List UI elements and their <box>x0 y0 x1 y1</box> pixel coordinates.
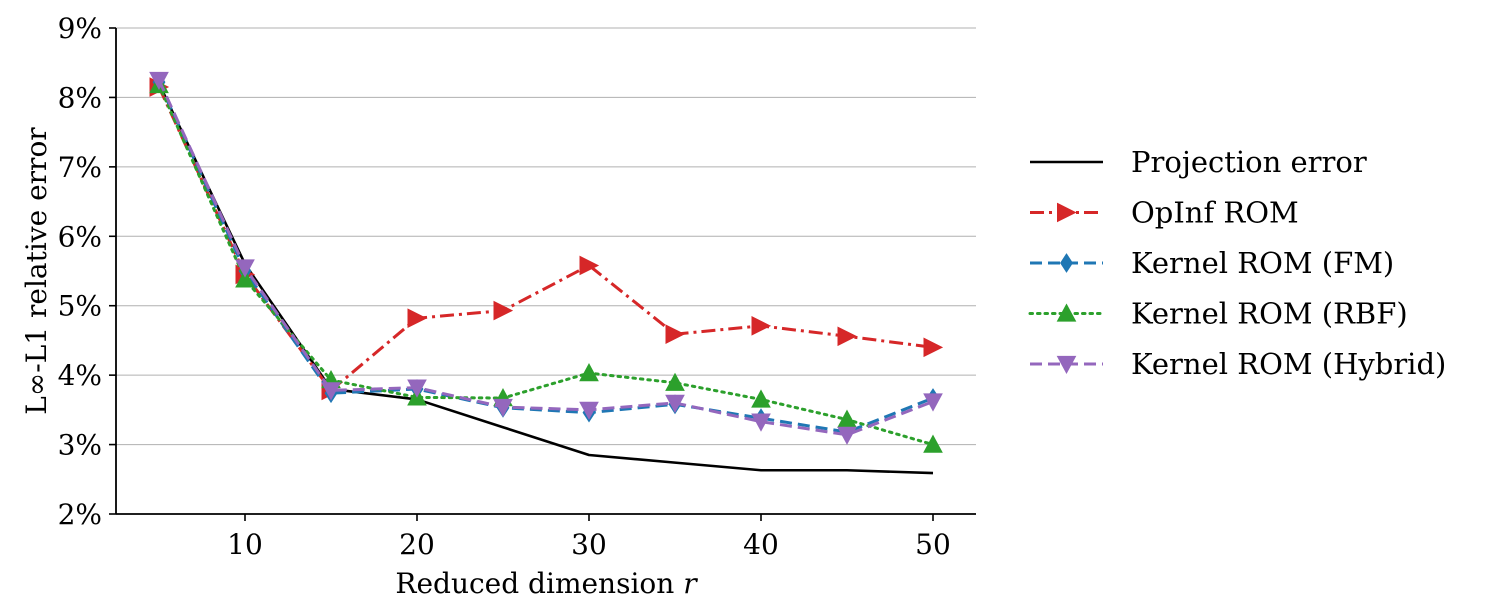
data-point <box>923 393 943 412</box>
data-point <box>579 255 600 276</box>
data-point <box>751 389 771 408</box>
series-line <box>157 79 934 437</box>
legend-marker <box>1056 303 1077 322</box>
series-4 <box>149 71 943 445</box>
data-point <box>149 71 169 91</box>
y-tick-label: 2% <box>58 498 102 531</box>
y-tick-label: 6% <box>58 220 102 253</box>
axes <box>115 28 976 515</box>
series-line <box>157 81 934 434</box>
y-tick-label: 5% <box>58 290 102 323</box>
y-tick-label: 4% <box>58 359 102 392</box>
y-axis-label: L∞-L1 relative error <box>20 127 53 415</box>
data-point <box>665 394 685 413</box>
legend: Projection error OpInf ROM Kernel ROM (FM)… <box>1028 145 1446 381</box>
data-point <box>579 401 599 420</box>
legend-label: Projection error <box>1131 145 1367 179</box>
series-1 <box>149 77 944 401</box>
ticks: 2% 3% 4% 5% 6% 7% 8% 9% 10 20 30 40 50 <box>58 12 951 561</box>
data-point <box>665 372 685 391</box>
data-point <box>407 379 427 398</box>
legend-marker <box>1060 253 1073 273</box>
legend-entry: Kernel ROM (RBF) <box>1028 297 1408 331</box>
data-point <box>665 324 686 344</box>
data-point <box>837 326 858 347</box>
data-point <box>751 316 772 336</box>
x-tick-label: 30 <box>571 528 607 561</box>
data-point <box>579 363 599 382</box>
gridlines <box>116 27 976 446</box>
legend-label: Kernel ROM (Hybrid) <box>1131 347 1446 381</box>
legend-label: Kernel ROM (RBF) <box>1131 297 1408 331</box>
y-tick-label: 3% <box>58 429 102 462</box>
data-point <box>751 413 771 432</box>
y-tick-label: 9% <box>58 12 102 45</box>
data-point <box>235 269 255 288</box>
legend-entry: Kernel ROM (FM) <box>1030 246 1394 280</box>
data-point <box>235 259 255 278</box>
legend-entry: Kernel ROM (Hybrid) <box>1030 347 1446 381</box>
legend-marker <box>1056 355 1077 375</box>
series-line <box>157 82 934 475</box>
series-0 <box>157 82 934 475</box>
legend-entry: OpInf ROM <box>1030 196 1299 230</box>
data-point <box>407 308 428 329</box>
y-tick-label: 8% <box>58 81 102 114</box>
data-point <box>493 300 514 321</box>
legend-entry: Projection error <box>1030 145 1367 179</box>
data-point <box>837 426 857 445</box>
data-point <box>321 382 341 401</box>
x-tick-label: 20 <box>399 528 435 561</box>
x-tick-label: 40 <box>743 528 779 561</box>
data-point <box>923 434 943 453</box>
x-tick-label: 50 <box>915 528 951 561</box>
y-tick-label: 7% <box>58 151 102 184</box>
x-tick-label: 10 <box>227 528 263 561</box>
data-point <box>493 398 513 418</box>
legend-label: OpInf ROM <box>1131 196 1299 230</box>
x-axis-label: Reduced dimension r <box>395 567 698 600</box>
series-3 <box>149 74 943 453</box>
series-line <box>157 86 934 392</box>
data-point <box>923 337 944 358</box>
series-layer <box>149 71 944 475</box>
legend-label: Kernel ROM (FM) <box>1131 246 1394 280</box>
legend-marker <box>1057 202 1077 223</box>
series-line <box>157 83 935 447</box>
